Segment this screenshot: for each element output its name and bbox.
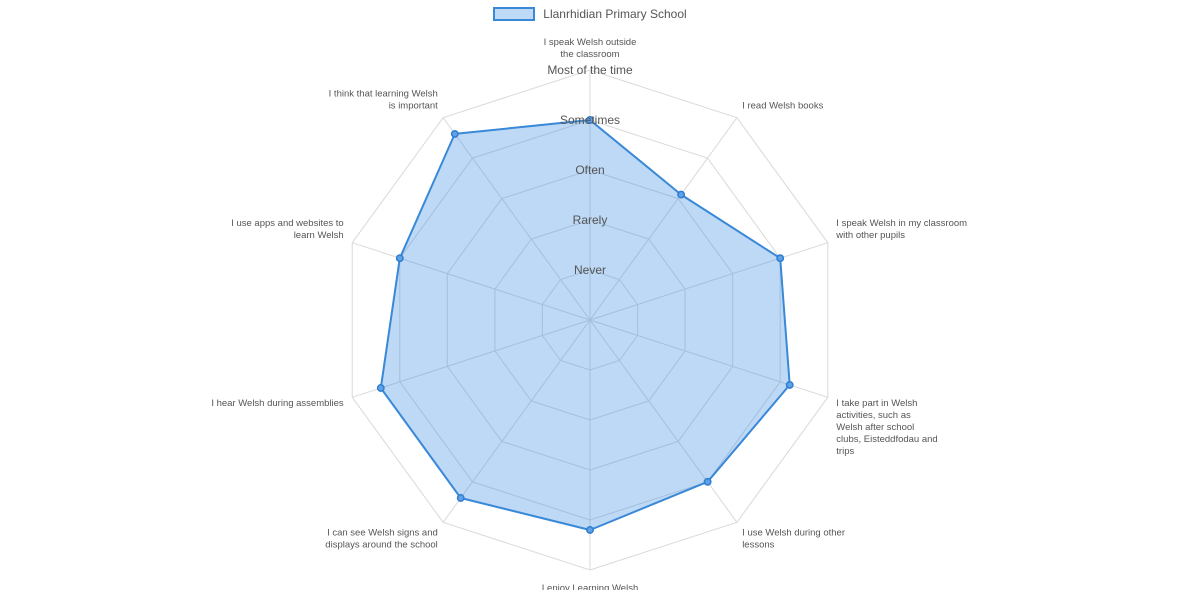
axis-label: I speak Welsh outside the classroom bbox=[544, 37, 637, 60]
legend-label: Llanrhidian Primary School bbox=[543, 7, 687, 21]
data-point[interactable] bbox=[395, 254, 404, 263]
scale-labels: Never Rarely Often Sometimes Most of the tim… bbox=[547, 63, 633, 277]
axis-label: I use apps and websites to learn Welsh bbox=[231, 218, 344, 241]
scale-label: Sometimes bbox=[560, 113, 620, 127]
axis-label: I read Welsh books bbox=[742, 101, 823, 112]
data-point[interactable] bbox=[776, 254, 785, 263]
series-layer bbox=[376, 116, 794, 534]
axis-label: I hear Welsh during assemblies bbox=[211, 398, 344, 409]
scale-label: Rarely bbox=[573, 213, 608, 227]
data-point[interactable] bbox=[456, 494, 465, 502]
axis-label: I enjoy Learning Welsh bbox=[542, 583, 638, 590]
series-area bbox=[379, 119, 791, 531]
axis-spoke bbox=[589, 117, 738, 321]
chart-legend: Llanrhidian Primary School bbox=[0, 7, 1180, 26]
axis-label: I can see Welsh signs and displays around… bbox=[325, 528, 438, 551]
axis-spoke bbox=[442, 319, 591, 523]
axis-spoke bbox=[442, 117, 591, 321]
data-point[interactable] bbox=[586, 116, 594, 124]
axis-spoke bbox=[352, 242, 591, 321]
axis-label: I speak Welsh in my classroom with other … bbox=[835, 218, 967, 241]
axis-label: I think that learning Welsh is important bbox=[329, 89, 438, 112]
axis-spoke bbox=[589, 319, 738, 523]
data-point[interactable] bbox=[785, 380, 794, 389]
data-point[interactable] bbox=[376, 384, 385, 392]
axis-labels: I speak Welsh outside the classroom I read… bbox=[211, 37, 967, 590]
scale-label: Most of the time bbox=[547, 63, 633, 77]
scale-label: Often bbox=[575, 163, 604, 177]
data-point[interactable] bbox=[677, 190, 686, 199]
axis-spoke bbox=[589, 242, 828, 321]
scale-label: Never bbox=[574, 263, 606, 277]
axis-spoke bbox=[352, 319, 591, 398]
axis-label: I use Welsh during other lessons bbox=[742, 528, 845, 551]
legend-swatch bbox=[493, 7, 536, 21]
legend-item[interactable]: Llanrhidian Primary School bbox=[493, 7, 687, 21]
data-point[interactable] bbox=[586, 526, 594, 534]
data-point[interactable] bbox=[703, 477, 712, 486]
axis-label: I take part in Welsh activities, such as W… bbox=[836, 398, 937, 457]
data-point[interactable] bbox=[450, 129, 459, 138]
